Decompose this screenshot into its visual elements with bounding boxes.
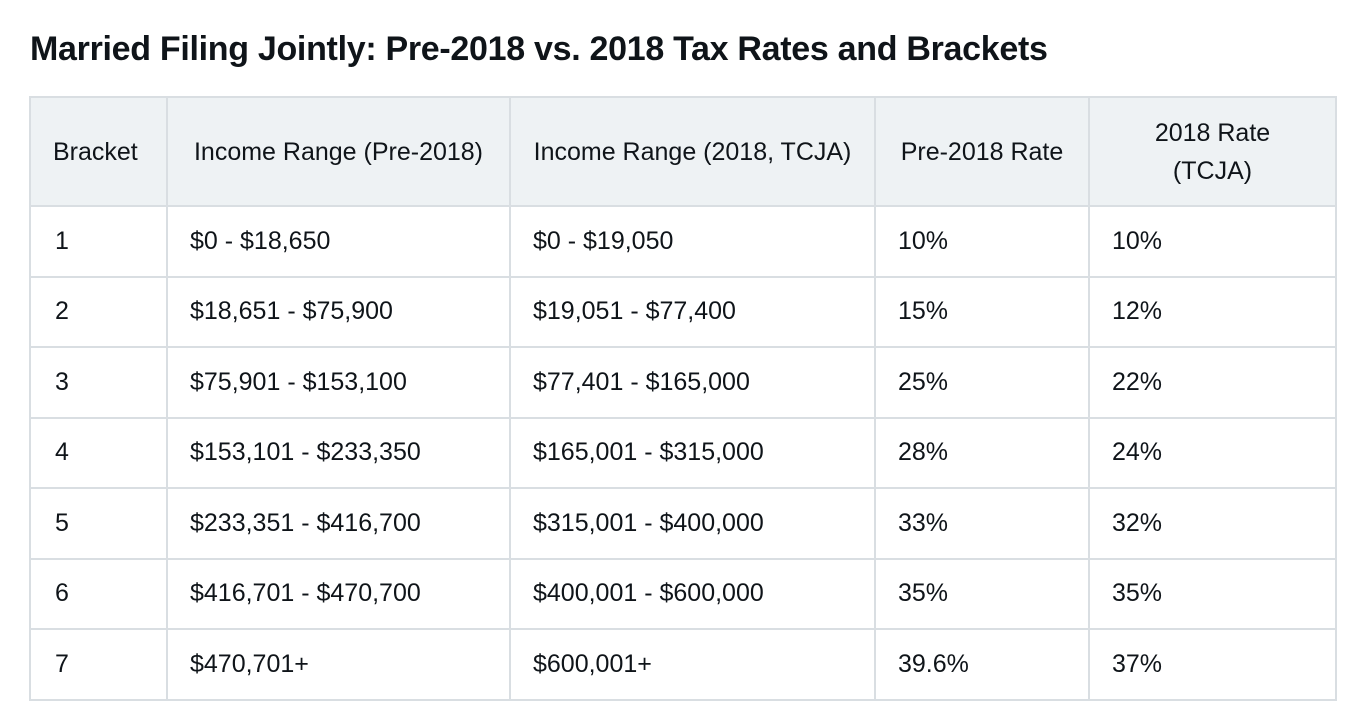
cell-income-range-pre-2018: $416,701 - $470,700: [166, 557, 511, 630]
cell-bracket: 1: [29, 205, 168, 278]
column-header-bracket: Bracket: [29, 96, 168, 207]
cell-bracket: 5: [29, 487, 168, 560]
cell-pre-2018-rate: 15%: [874, 275, 1090, 348]
column-header-2018-rate: 2018 Rate (TCJA): [1088, 96, 1337, 207]
table-row: 7 $470,701+ $600,001+ 39.6% 37%: [29, 628, 1337, 701]
cell-bracket: 7: [29, 628, 168, 701]
table-row: 1 $0 - $18,650 $0 - $19,050 10% 10%: [29, 205, 1337, 278]
column-header-pre-2018-rate: Pre-2018 Rate: [874, 96, 1090, 207]
table-row: 5 $233,351 - $416,700 $315,001 - $400,00…: [29, 487, 1337, 560]
cell-bracket: 4: [29, 416, 168, 489]
cell-income-range-2018: $77,401 - $165,000: [509, 346, 876, 419]
cell-income-range-pre-2018: $0 - $18,650: [166, 205, 511, 278]
column-header-income-range-2018: Income Range (2018, TCJA): [509, 96, 876, 207]
cell-income-range-pre-2018: $75,901 - $153,100: [166, 346, 511, 419]
cell-2018-rate: 35%: [1088, 557, 1337, 630]
column-header-income-range-pre-2018: Income Range (Pre-2018): [166, 96, 511, 207]
tax-bracket-table-container: Bracket Income Range (Pre-2018) Income R…: [29, 96, 1337, 701]
cell-income-range-2018: $315,001 - $400,000: [509, 487, 876, 560]
cell-pre-2018-rate: 35%: [874, 557, 1090, 630]
cell-pre-2018-rate: 39.6%: [874, 628, 1090, 701]
table-row: 3 $75,901 - $153,100 $77,401 - $165,000 …: [29, 346, 1337, 419]
cell-2018-rate: 32%: [1088, 487, 1337, 560]
table-row: 2 $18,651 - $75,900 $19,051 - $77,400 15…: [29, 275, 1337, 348]
cell-income-range-2018: $400,001 - $600,000: [509, 557, 876, 630]
cell-income-range-pre-2018: $233,351 - $416,700: [166, 487, 511, 560]
header-row: Bracket Income Range (Pre-2018) Income R…: [29, 96, 1337, 207]
table-body: 1 $0 - $18,650 $0 - $19,050 10% 10% 2 $1…: [29, 205, 1337, 701]
cell-bracket: 6: [29, 557, 168, 630]
cell-pre-2018-rate: 33%: [874, 487, 1090, 560]
table-header: Bracket Income Range (Pre-2018) Income R…: [29, 96, 1337, 207]
cell-bracket: 2: [29, 275, 168, 348]
table-row: 4 $153,101 - $233,350 $165,001 - $315,00…: [29, 416, 1337, 489]
cell-2018-rate: 24%: [1088, 416, 1337, 489]
cell-pre-2018-rate: 28%: [874, 416, 1090, 489]
page-title: Married Filing Jointly: Pre-2018 vs. 201…: [30, 30, 1048, 68]
cell-2018-rate: 37%: [1088, 628, 1337, 701]
cell-2018-rate: 12%: [1088, 275, 1337, 348]
cell-income-range-2018: $0 - $19,050: [509, 205, 876, 278]
cell-income-range-2018: $600,001+: [509, 628, 876, 701]
cell-bracket: 3: [29, 346, 168, 419]
cell-2018-rate: 10%: [1088, 205, 1337, 278]
table-row: 6 $416,701 - $470,700 $400,001 - $600,00…: [29, 557, 1337, 630]
cell-income-range-2018: $19,051 - $77,400: [509, 275, 876, 348]
cell-income-range-pre-2018: $470,701+: [166, 628, 511, 701]
cell-income-range-pre-2018: $153,101 - $233,350: [166, 416, 511, 489]
cell-income-range-pre-2018: $18,651 - $75,900: [166, 275, 511, 348]
tax-bracket-table: Bracket Income Range (Pre-2018) Income R…: [29, 96, 1337, 701]
cell-2018-rate: 22%: [1088, 346, 1337, 419]
cell-income-range-2018: $165,001 - $315,000: [509, 416, 876, 489]
cell-pre-2018-rate: 25%: [874, 346, 1090, 419]
cell-pre-2018-rate: 10%: [874, 205, 1090, 278]
